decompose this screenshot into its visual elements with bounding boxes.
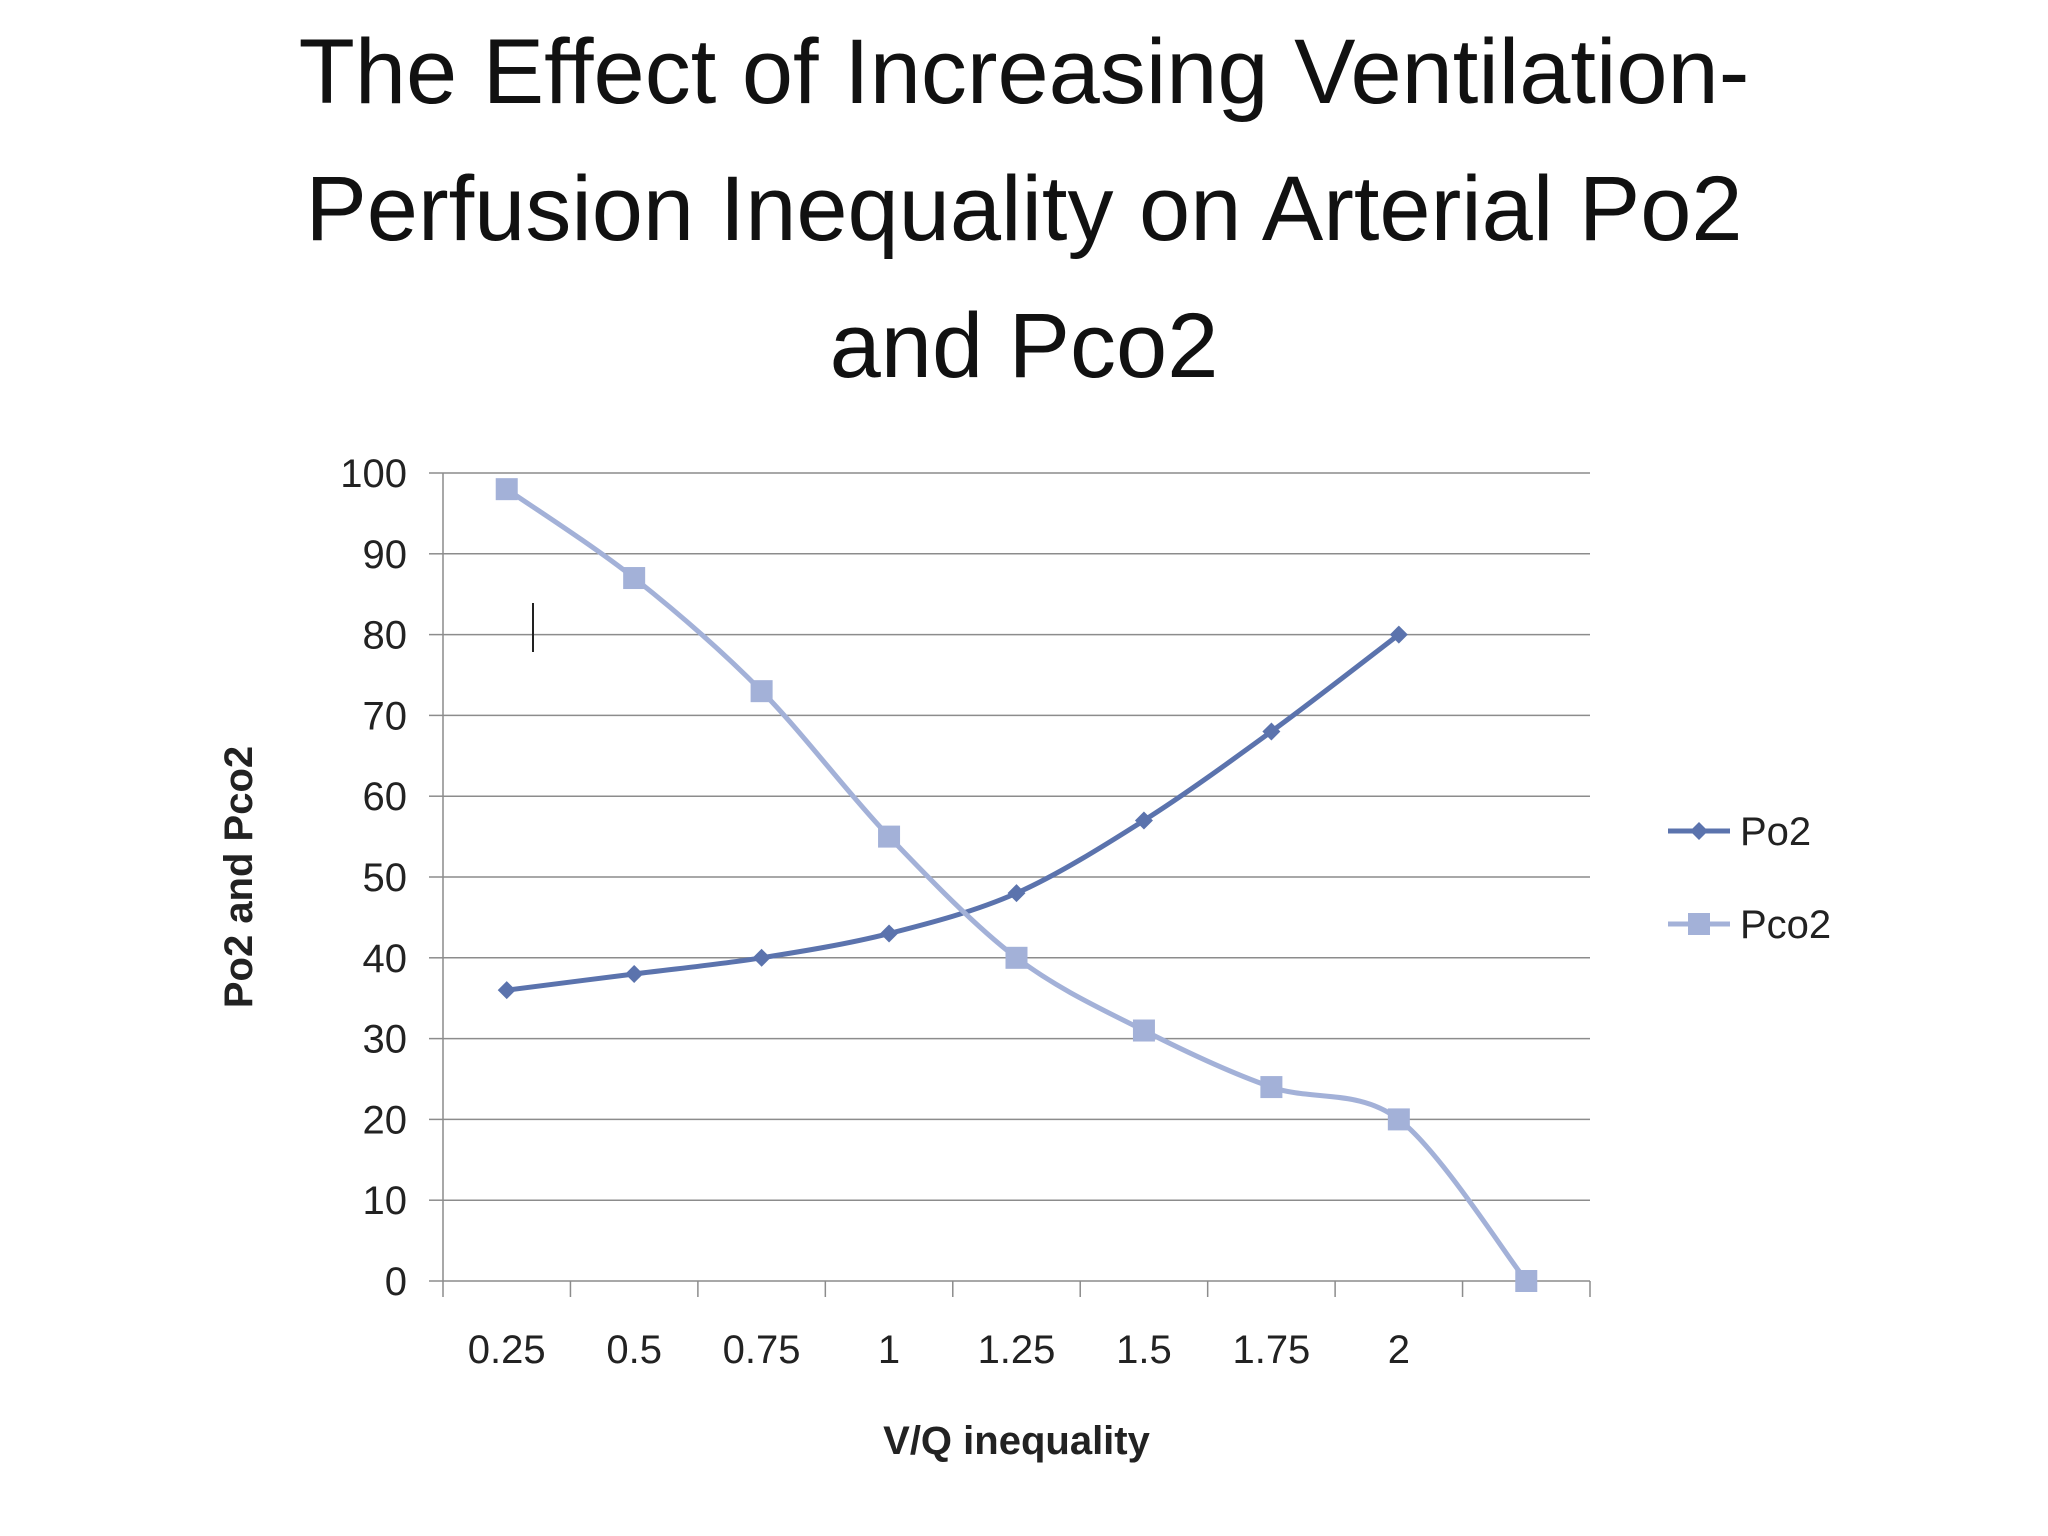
series-markers [495, 478, 1538, 1292]
y-axis-tick-labels: 0 10 20 30 40 50 60 70 80 90 100 [340, 452, 407, 1304]
data-point-pco2 [495, 478, 518, 501]
legend-label: Po2 [1740, 810, 1811, 854]
data-point-pco2 [1387, 1108, 1410, 1131]
data-point-pco2 [1515, 1270, 1538, 1292]
y-tick-label: 30 [363, 1018, 408, 1062]
gridlines [443, 472, 1590, 1201]
data-point-pco2 [878, 825, 901, 848]
y-tick-label: 60 [363, 775, 408, 819]
x-tick-label: 0.25 [468, 1328, 546, 1372]
x-tick-label: 0.75 [723, 1328, 801, 1372]
x-axis-tick-labels: 0.25 0.5 0.75 1 1.25 1.5 1.75 2 [468, 1328, 1410, 1372]
data-point-pco2 [1132, 1019, 1155, 1042]
y-tick-label: 90 [363, 533, 408, 577]
y-tick-label: 10 [363, 1179, 408, 1223]
legend: Po2 Pco2 [1668, 810, 1831, 947]
data-point-po2 [1134, 811, 1153, 830]
data-point-po2 [625, 964, 644, 983]
axes [429, 472, 1591, 1297]
legend-marker [1688, 913, 1710, 935]
x-axis-title: V/Q inequality [883, 1419, 1150, 1463]
y-tick-label: 20 [363, 1098, 408, 1142]
x-tick-label: 1.75 [1232, 1328, 1310, 1372]
data-point-po2 [880, 924, 899, 943]
slide-title: The Effect of Increasing Ventilation- Pe… [124, 4, 1924, 415]
data-point-pco2 [750, 680, 773, 703]
data-point-po2 [1389, 625, 1408, 644]
data-point-po2 [1007, 884, 1026, 903]
data-point-pco2 [1005, 946, 1028, 969]
x-tick-label: 0.5 [606, 1328, 662, 1372]
data-point-pco2 [1260, 1076, 1283, 1099]
data-point-pco2 [623, 567, 646, 590]
x-tick-label: 1.25 [978, 1328, 1056, 1372]
data-point-po2 [497, 981, 516, 1000]
y-tick-label: 100 [340, 452, 407, 496]
y-tick-label: 50 [363, 856, 408, 900]
data-point-po2 [1262, 722, 1281, 741]
y-tick-label: 80 [363, 614, 408, 658]
y-axis-title: Po2 and Pco2 [217, 746, 261, 1008]
legend-marker [1690, 822, 1708, 840]
y-tick-label: 70 [363, 694, 408, 738]
y-tick-label: 0 [385, 1260, 407, 1304]
x-tick-label: 2 [1388, 1328, 1410, 1372]
slide-title-line: and Pco2 [829, 295, 1219, 397]
legend-label: Pco2 [1740, 903, 1831, 947]
y-tick-label: 40 [363, 937, 408, 981]
x-tick-label: 1.5 [1116, 1328, 1172, 1372]
series-line-po2 [506, 632, 1401, 993]
slide-title-line: The Effect of Increasing Ventilation- [298, 21, 1750, 123]
data-point-po2 [752, 948, 771, 967]
x-tick-label: 1 [878, 1328, 900, 1372]
slide-title-line: Perfusion Inequality on Arterial Po2 [305, 158, 1743, 260]
